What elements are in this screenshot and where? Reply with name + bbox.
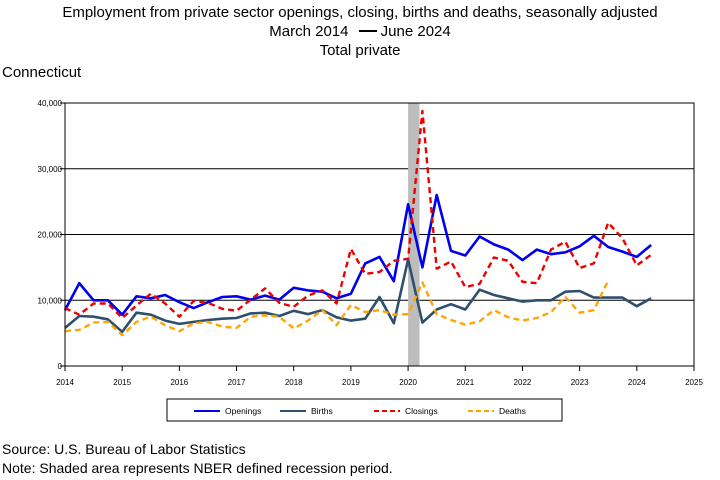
legend-label-births: Births	[311, 406, 333, 416]
region-label: Connecticut	[2, 64, 82, 81]
legend-label-deaths: Deaths	[499, 406, 526, 416]
x-tick-label: 2017	[228, 378, 246, 387]
y-tick-label: 30,000	[38, 165, 63, 174]
chart-svg: 0 10,000 20,000 30,000 40,000 2014 2015 2016 201…	[38, 99, 704, 422]
date-range-end: June 2024	[380, 23, 451, 40]
x-tick-label: 2025	[685, 378, 703, 387]
source-note: Source: U.S. Bureau of Labor Statistics	[2, 441, 246, 457]
axes: 0 10,000 20,000 30,000 40,000 2014 2015 2016 201…	[38, 99, 704, 387]
chart-subtitle: Total private	[319, 42, 401, 59]
x-tick-label: 2022	[514, 378, 532, 387]
date-range-dash	[358, 29, 377, 32]
x-tick-label: 2024	[628, 378, 646, 387]
series-lines	[63, 109, 652, 337]
x-tick-label: 2016	[170, 378, 188, 387]
legend-box	[166, 398, 563, 422]
legend: Openings Births Closings Deaths	[166, 398, 563, 422]
y-tick-label: 20,000	[38, 231, 63, 240]
plot-frame	[64, 102, 695, 367]
series-line-births	[64, 258, 652, 334]
x-tick-label: 2014	[56, 378, 74, 387]
chart-date-range: March 2014 June 2024	[0, 23, 720, 41]
date-range-start: March 2014	[269, 23, 349, 40]
y-tick-label: 0	[58, 362, 63, 371]
y-tick-label: 40,000	[38, 99, 63, 108]
x-tick-label: 2020	[399, 378, 417, 387]
series-line-openings	[63, 193, 652, 316]
y-tick-label: 10,000	[38, 296, 63, 305]
chart-title: Employment from private sector openings,…	[62, 4, 658, 21]
x-tick-label: 2018	[285, 378, 303, 387]
series-line-closings	[64, 109, 652, 320]
recession-note: Note: Shaded area represents NBER define…	[2, 460, 393, 476]
x-tick-label: 2019	[342, 378, 360, 387]
x-tick-label: 2015	[113, 378, 131, 387]
x-tick-label: 2021	[456, 378, 474, 387]
legend-label-closings: Closings	[405, 406, 438, 416]
x-tick-label: 2023	[571, 378, 589, 387]
series-line-deaths	[64, 279, 610, 337]
legend-label-openings: Openings	[225, 406, 261, 416]
